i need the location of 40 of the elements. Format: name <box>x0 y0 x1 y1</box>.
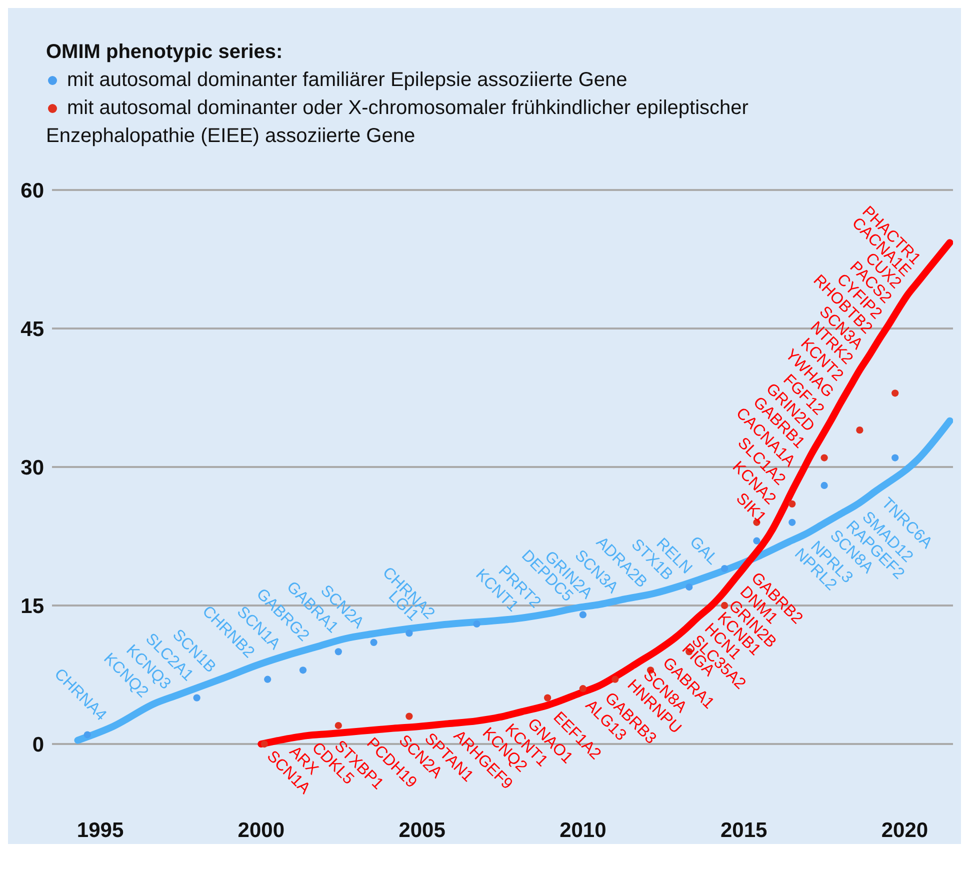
point <box>892 390 899 397</box>
x-tick-label: 2010 <box>560 818 606 842</box>
point <box>686 583 693 591</box>
point <box>753 537 760 544</box>
x-tick-label: 1995 <box>76 818 124 842</box>
point <box>370 638 378 646</box>
point <box>720 602 728 610</box>
point <box>820 482 828 490</box>
point <box>579 685 587 692</box>
x-tick-label: 2000 <box>238 818 285 842</box>
point <box>299 666 307 674</box>
point <box>334 722 342 730</box>
x-tick-label: 2015 <box>720 818 768 842</box>
point <box>892 454 899 462</box>
point <box>788 500 796 508</box>
x-tick-label: 2005 <box>398 818 446 842</box>
point <box>820 454 828 462</box>
point <box>334 648 342 656</box>
y-tick-label: 45 <box>20 318 44 341</box>
point <box>473 620 480 628</box>
legend-title: OMIM phenotypic series: <box>46 40 284 65</box>
point <box>193 694 200 702</box>
point <box>544 694 552 702</box>
point <box>612 676 619 683</box>
y-tick-label: 60 <box>20 179 44 202</box>
point <box>856 426 864 434</box>
point <box>406 630 413 637</box>
legend-label: mit autosomal dominanter oder X-chromosomaler frühkindlicher epileptischer Enzephalopathie (EIEE) assoziierte Gene <box>46 96 750 149</box>
y-tick-label: 15 <box>20 594 44 618</box>
point <box>264 676 272 683</box>
y-tick-label: 0 <box>32 733 44 756</box>
legend-label: mit autosomal dominanter familiärer Epilepsie assoziierte Gene <box>66 68 628 93</box>
point <box>260 740 268 748</box>
point <box>720 565 728 572</box>
x-tick-label: 2020 <box>881 818 928 842</box>
point <box>579 611 587 618</box>
point <box>788 518 796 526</box>
y-tick-label: 30 <box>20 456 44 480</box>
point <box>84 731 91 738</box>
point <box>406 712 413 720</box>
